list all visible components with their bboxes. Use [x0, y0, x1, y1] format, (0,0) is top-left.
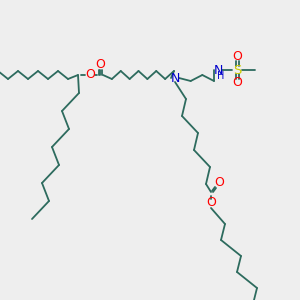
- Text: N: N: [170, 71, 180, 85]
- Text: N: N: [213, 64, 223, 76]
- Text: O: O: [214, 176, 224, 190]
- Text: S: S: [233, 64, 241, 76]
- Text: O: O: [95, 58, 105, 71]
- Text: O: O: [206, 196, 216, 209]
- Text: O: O: [232, 50, 242, 64]
- Text: O: O: [85, 68, 95, 82]
- Text: H: H: [217, 71, 225, 81]
- Text: O: O: [232, 76, 242, 89]
